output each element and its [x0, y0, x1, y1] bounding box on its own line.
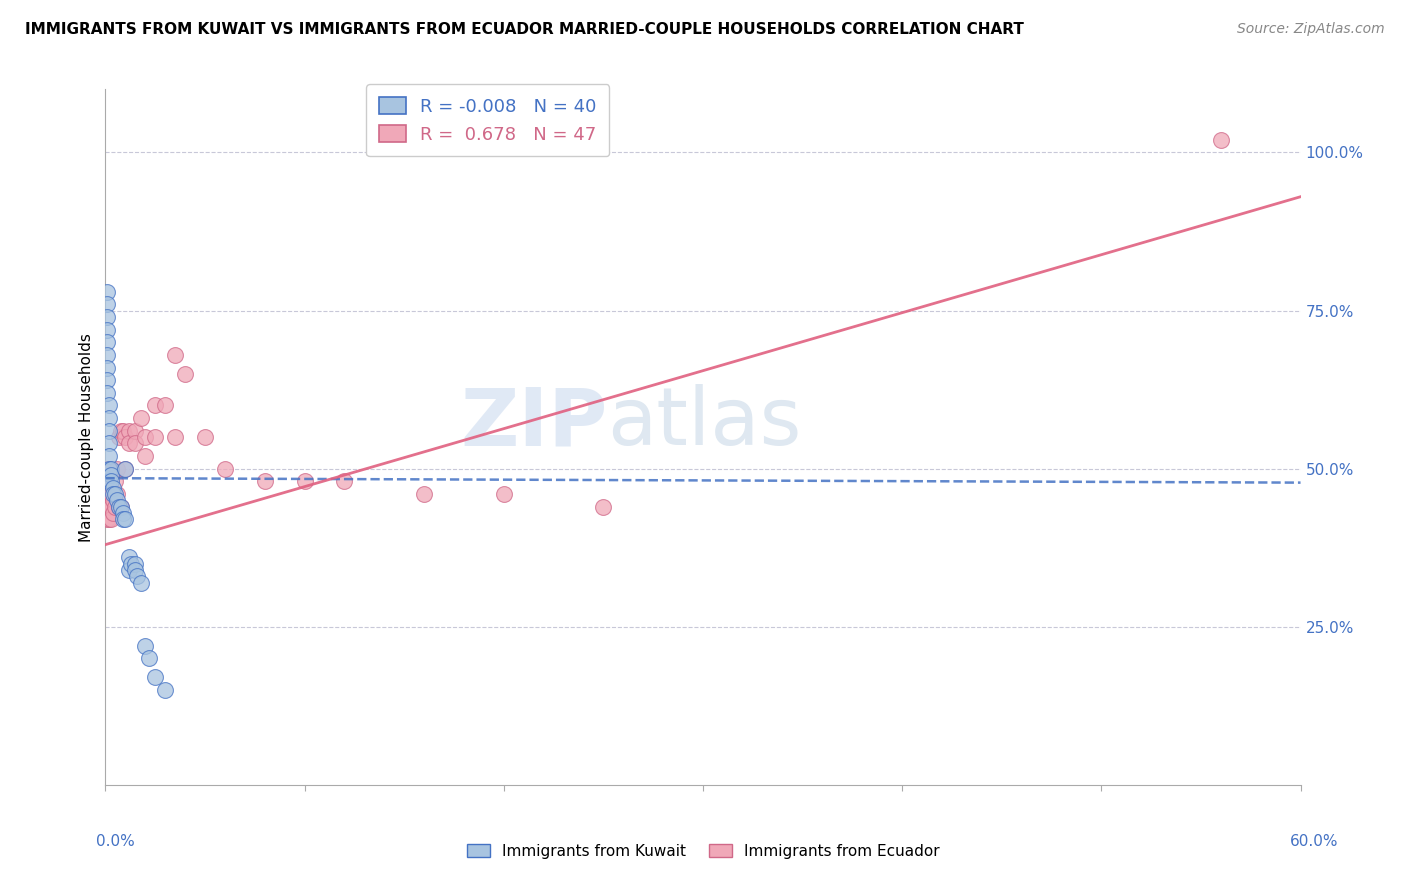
Point [153, 683, 177, 698]
Text: Source: ZipAtlas.com: Source: ZipAtlas.com [1237, 22, 1385, 37]
Point [98, 512, 121, 526]
Text: ZIP: ZIP [460, 384, 607, 462]
Point [100, 512, 122, 526]
Point [108, 500, 131, 514]
Text: atlas: atlas [607, 384, 801, 462]
Point [96, 487, 118, 501]
Point [103, 506, 125, 520]
Point [253, 475, 276, 489]
Point [143, 430, 166, 444]
Point [118, 436, 141, 450]
Point [100, 475, 122, 489]
Point [96, 373, 118, 387]
Point [96, 512, 118, 526]
Point [124, 436, 146, 450]
Point [165, 348, 187, 362]
Point [96, 285, 118, 299]
Point [129, 411, 153, 425]
Point [118, 424, 141, 438]
Y-axis label: Married-couple Households: Married-couple Households [79, 333, 94, 541]
Text: 60.0%: 60.0% [1291, 834, 1339, 848]
Point [96, 310, 118, 324]
Point [100, 461, 122, 475]
Point [124, 563, 146, 577]
Point [134, 430, 156, 444]
Text: IMMIGRANTS FROM KUWAIT VS IMMIGRANTS FROM ECUADOR MARRIED-COUPLE HOUSEHOLDS CORR: IMMIGRANTS FROM KUWAIT VS IMMIGRANTS FRO… [25, 22, 1024, 37]
Point [107, 493, 129, 508]
Point [294, 475, 316, 489]
Point [98, 475, 121, 489]
Point [107, 487, 129, 501]
Legend: Immigrants from Kuwait, Immigrants from Ecuador: Immigrants from Kuwait, Immigrants from … [461, 838, 945, 864]
Point [110, 424, 132, 438]
Point [96, 297, 118, 311]
Point [98, 449, 121, 463]
Point [114, 461, 136, 475]
Point [98, 411, 121, 425]
Point [143, 670, 166, 684]
Point [104, 475, 127, 489]
Point [127, 569, 149, 583]
Point [108, 500, 131, 514]
Point [100, 487, 122, 501]
Point [103, 493, 125, 508]
Point [114, 461, 136, 475]
Point [134, 639, 156, 653]
Point [110, 500, 132, 514]
Point [1209, 133, 1232, 147]
Point [98, 461, 121, 475]
Point [413, 487, 436, 501]
Point [124, 557, 146, 571]
Point [129, 575, 153, 590]
Point [98, 500, 121, 514]
Point [96, 385, 118, 400]
Point [96, 322, 118, 336]
Legend: R = -0.008   N = 40, R =  0.678   N = 47: R = -0.008 N = 40, R = 0.678 N = 47 [367, 85, 609, 156]
Point [100, 500, 122, 514]
Point [108, 430, 131, 444]
Point [118, 550, 141, 565]
Point [98, 461, 121, 475]
Point [165, 430, 187, 444]
Point [96, 335, 118, 350]
Point [104, 487, 127, 501]
Point [492, 487, 515, 501]
Point [194, 430, 217, 444]
Point [107, 461, 129, 475]
Point [100, 468, 122, 483]
Point [153, 399, 177, 413]
Point [110, 500, 132, 514]
Point [118, 563, 141, 577]
Point [138, 651, 160, 665]
Point [96, 360, 118, 375]
Point [98, 399, 121, 413]
Point [103, 481, 125, 495]
Point [333, 475, 356, 489]
Point [120, 557, 142, 571]
Point [96, 461, 118, 475]
Point [112, 512, 135, 526]
Point [112, 506, 135, 520]
Text: 0.0%: 0.0% [96, 834, 135, 848]
Point [98, 424, 121, 438]
Point [592, 500, 614, 514]
Point [96, 475, 118, 489]
Point [96, 500, 118, 514]
Point [174, 367, 197, 381]
Point [104, 500, 127, 514]
Point [114, 512, 136, 526]
Point [134, 449, 156, 463]
Point [112, 424, 135, 438]
Point [143, 399, 166, 413]
Point [98, 436, 121, 450]
Point [124, 424, 146, 438]
Point [96, 348, 118, 362]
Point [98, 475, 121, 489]
Point [114, 430, 136, 444]
Point [103, 487, 125, 501]
Point [214, 461, 236, 475]
